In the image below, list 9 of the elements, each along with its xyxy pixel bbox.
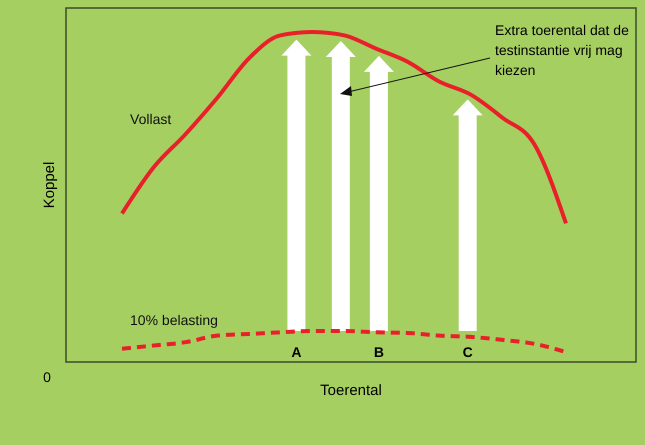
annotation: B: [374, 344, 384, 360]
annotation: A: [291, 344, 302, 360]
annotation: C: [462, 344, 473, 360]
x-axis-title: Toerental: [320, 382, 382, 399]
annotation: Extra toerental dat de testinstantie vrij mag kiezen: [495, 22, 630, 78]
series-label: 10% belasting: [130, 312, 218, 328]
text: 0: [43, 369, 52, 385]
y-axis-title: Koppel: [41, 162, 58, 208]
series-label: Vollast: [130, 111, 172, 127]
